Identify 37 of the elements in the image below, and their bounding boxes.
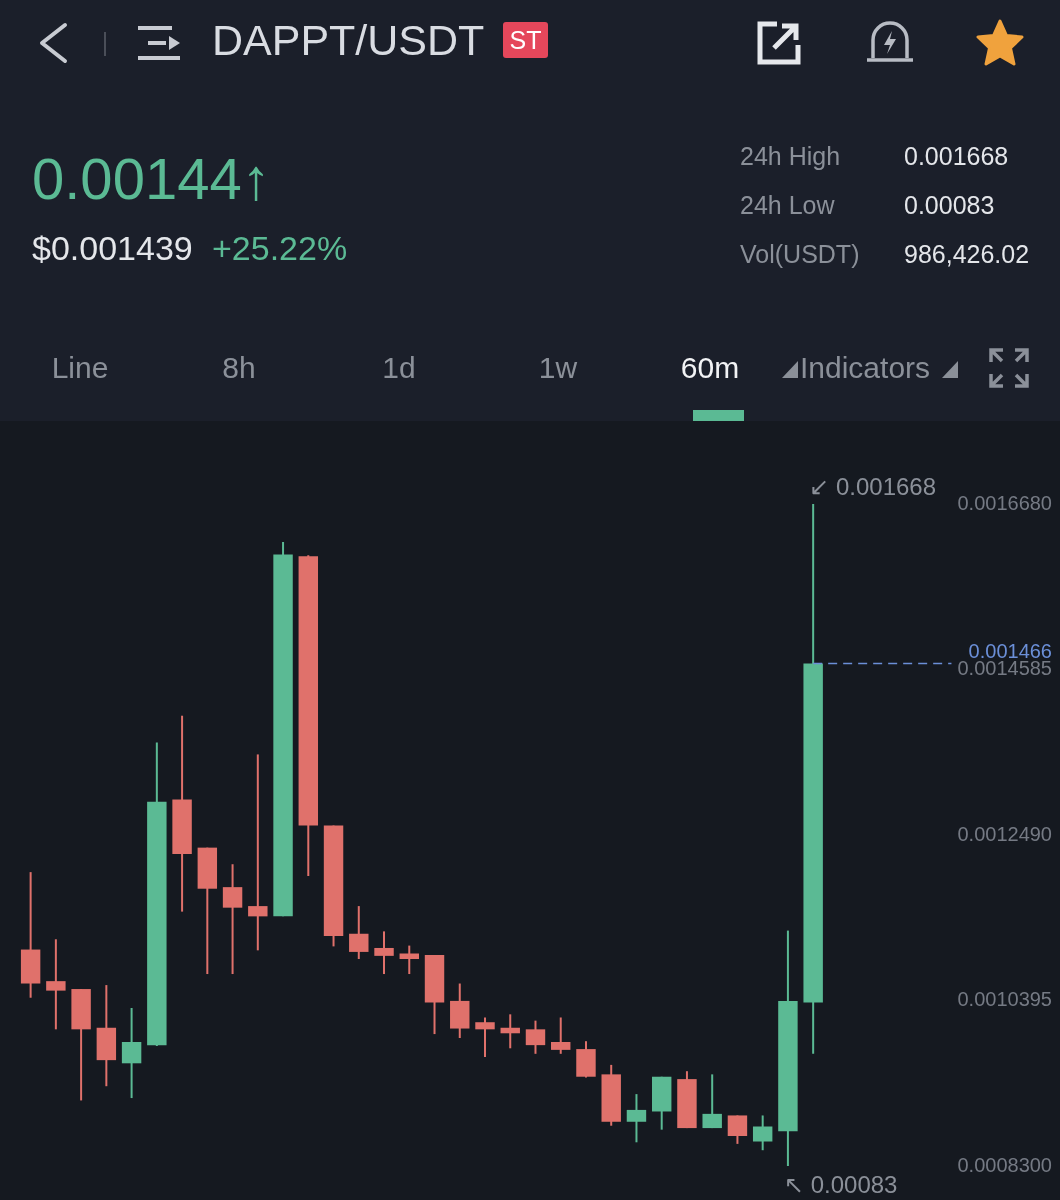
candlestick xyxy=(475,1016,495,1058)
candlestick xyxy=(222,863,243,976)
candlestick xyxy=(349,905,369,961)
text: ↖ 0.00083 xyxy=(783,1170,898,1198)
candlestick xyxy=(727,1114,748,1145)
chart-title: DAPPT/USDT xyxy=(212,16,485,64)
candlestick xyxy=(374,930,394,976)
text: 24h Low xyxy=(740,191,835,219)
candlestick xyxy=(46,938,66,1031)
y-tick-label: 0.0008300 xyxy=(957,1153,1052,1176)
text: 24h High xyxy=(740,142,841,170)
candlestick xyxy=(702,1073,722,1130)
tag-badge: ST xyxy=(503,22,548,58)
text: Line xyxy=(51,351,109,384)
candlestick xyxy=(399,944,419,976)
candlestick xyxy=(121,1007,142,1100)
y-tick-label: 0.0016680 xyxy=(957,491,1052,514)
y-tick-label: 0.0012490 xyxy=(957,822,1052,845)
text: 1d xyxy=(382,351,416,384)
text: 1w xyxy=(538,351,578,384)
candlestick xyxy=(551,1016,571,1055)
text: 8h xyxy=(222,351,256,384)
text: 0.00144↑ xyxy=(32,146,271,211)
text: $0.001439 xyxy=(32,229,193,267)
text: 0.001668 xyxy=(904,142,1009,170)
text: 986,426.02 xyxy=(904,240,1030,268)
candlestick xyxy=(626,1093,647,1144)
text: Indicators xyxy=(800,351,931,384)
text: +25.22% xyxy=(212,229,348,267)
candlestick xyxy=(525,1019,546,1055)
text: ↙ 0.001668 xyxy=(809,473,937,500)
candlestick xyxy=(248,753,268,952)
text: 60m xyxy=(680,351,740,384)
text: Vol(USDT) xyxy=(740,240,860,268)
y-tick-label: 0.0010395 xyxy=(957,988,1052,1011)
candlestick xyxy=(752,1114,773,1152)
text: 0.00083 xyxy=(904,191,995,219)
